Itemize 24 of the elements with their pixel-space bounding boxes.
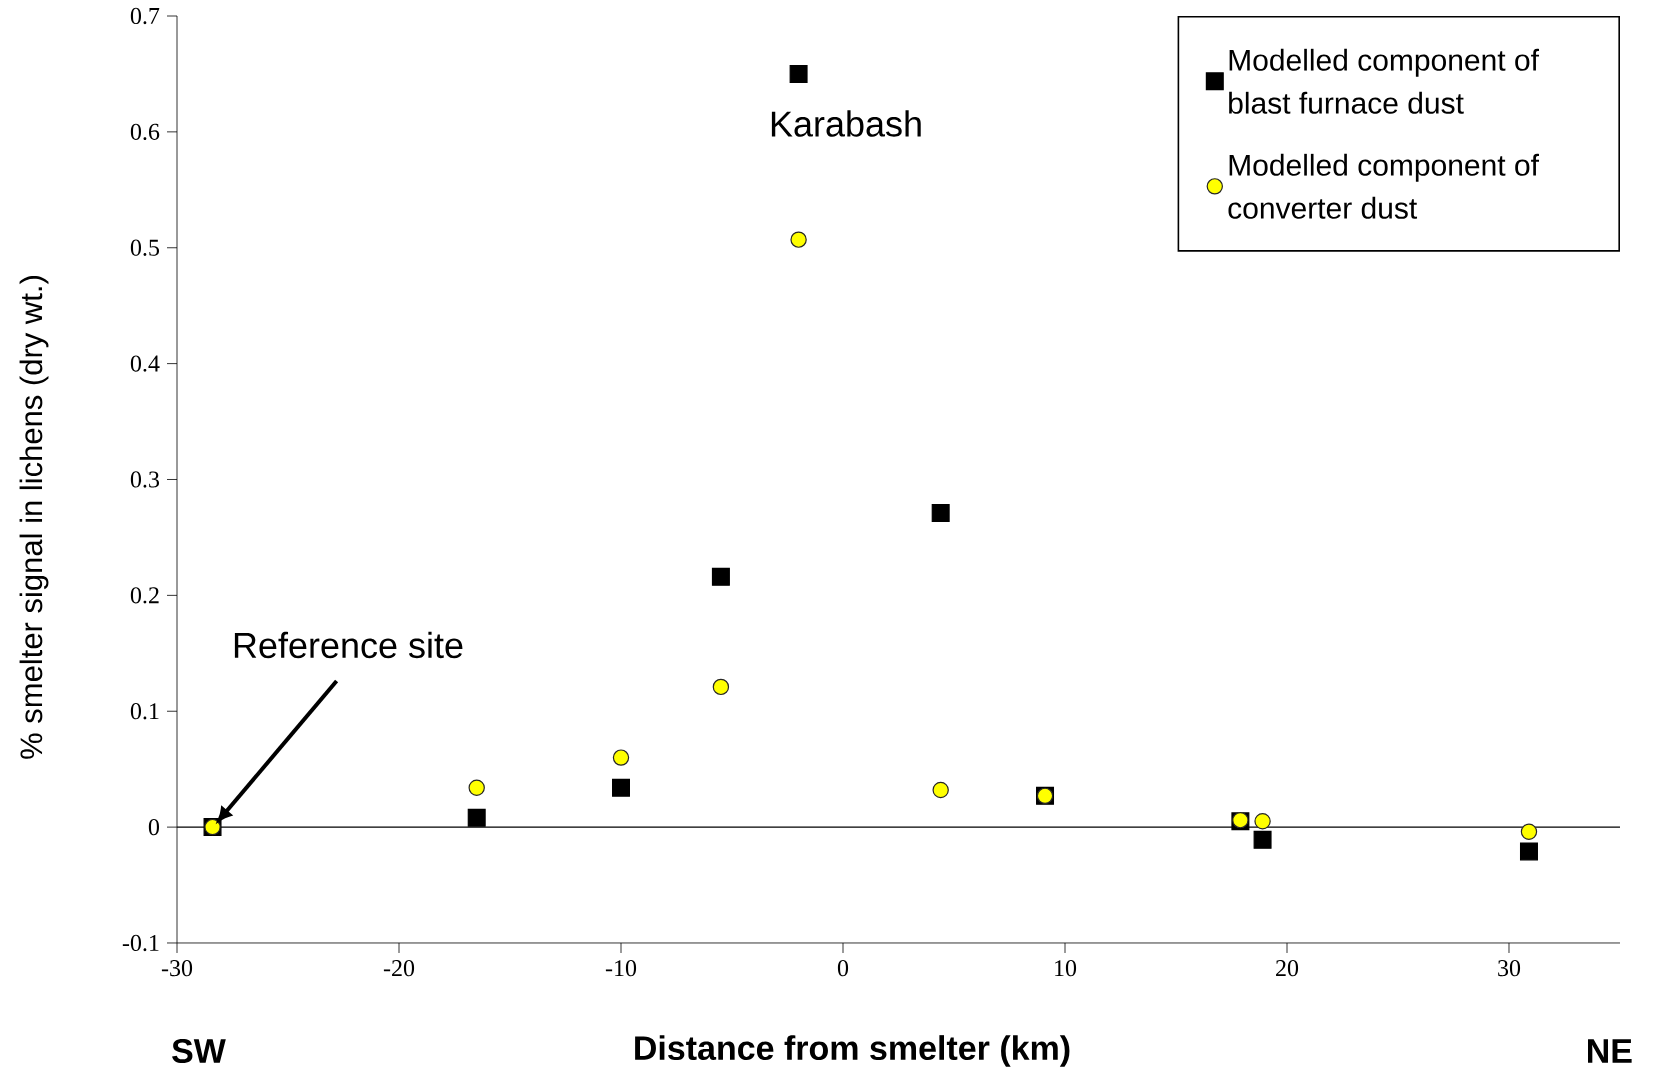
x-tick-label: -30 bbox=[161, 960, 193, 977]
x-axis-title: Distance from smelter (km) bbox=[635, 1035, 1070, 1067]
text: NE bbox=[1588, 1039, 1632, 1063]
y-axis-title: % smelter signal in lichens (dry wt.) bbox=[19, 276, 49, 759]
annotation: Karabash bbox=[771, 110, 921, 137]
x-tick-label: 10 bbox=[1055, 960, 1077, 977]
y-tick-label: -0.1 bbox=[122, 934, 159, 952]
x-tick-label: -20 bbox=[383, 960, 415, 977]
y-tick-label: 0.6 bbox=[130, 123, 160, 141]
x-tick-label: 30 bbox=[1498, 960, 1521, 977]
y-tick-label: 0.7 bbox=[130, 7, 160, 25]
text: SW bbox=[172, 1038, 226, 1064]
annotation: Reference site bbox=[234, 631, 463, 659]
y-tick-label: 0.5 bbox=[130, 239, 160, 256]
legend-label: Modelled component of blast furnace dust bbox=[1229, 48, 1540, 114]
y-tick-label: 0.2 bbox=[130, 587, 159, 604]
legend-label: Modelled component of converter dust bbox=[1228, 153, 1540, 219]
y-tick-label: 0.1 bbox=[130, 703, 159, 720]
y-tick-label: 0.3 bbox=[130, 471, 160, 488]
y-tick-label: 0.4 bbox=[130, 355, 160, 372]
y-tick-label: 0 bbox=[148, 819, 160, 836]
x-tick-label: 0 bbox=[837, 960, 849, 977]
x-tick-label: 20 bbox=[1276, 960, 1299, 977]
x-tick-label: -10 bbox=[605, 960, 637, 977]
